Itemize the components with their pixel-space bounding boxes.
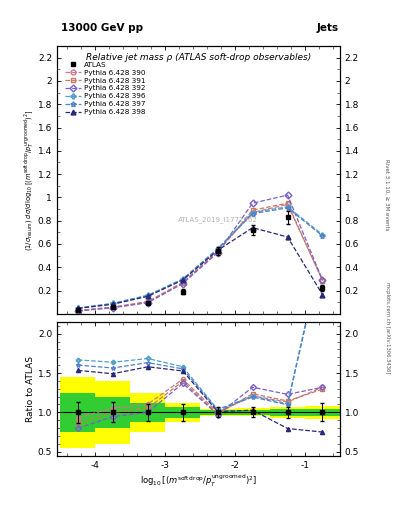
Text: Relative jet mass ρ (ATLAS soft-drop observables): Relative jet mass ρ (ATLAS soft-drop obs… [86,53,311,62]
X-axis label: $\log_{10}[(m^{\rm soft\,drop}/p_T^{\rm ungroomed})^2]$: $\log_{10}[(m^{\rm soft\,drop}/p_T^{\rm … [140,472,257,488]
Text: Rivet 3.1.10, ≥ 3M events: Rivet 3.1.10, ≥ 3M events [385,159,389,230]
Text: mcplots.cern.ch [arXiv:1306.3436]: mcplots.cern.ch [arXiv:1306.3436] [385,282,389,373]
Y-axis label: Ratio to ATLAS: Ratio to ATLAS [26,356,35,422]
Text: ATLAS_2019_I1772062: ATLAS_2019_I1772062 [178,217,258,223]
Y-axis label: $(1/\sigma_{\rm resum})\ d\sigma/d\,\log_{10}[(m^{\rm soft\,drop}/p_T^{\rm ungro: $(1/\sigma_{\rm resum})\ d\sigma/d\,\log… [23,109,37,251]
Text: Jets: Jets [317,23,339,33]
Legend: ATLAS, Pythia 6.428 390, Pythia 6.428 391, Pythia 6.428 392, Pythia 6.428 396, P: ATLAS, Pythia 6.428 390, Pythia 6.428 39… [63,60,147,117]
Text: 13000 GeV pp: 13000 GeV pp [61,23,143,33]
